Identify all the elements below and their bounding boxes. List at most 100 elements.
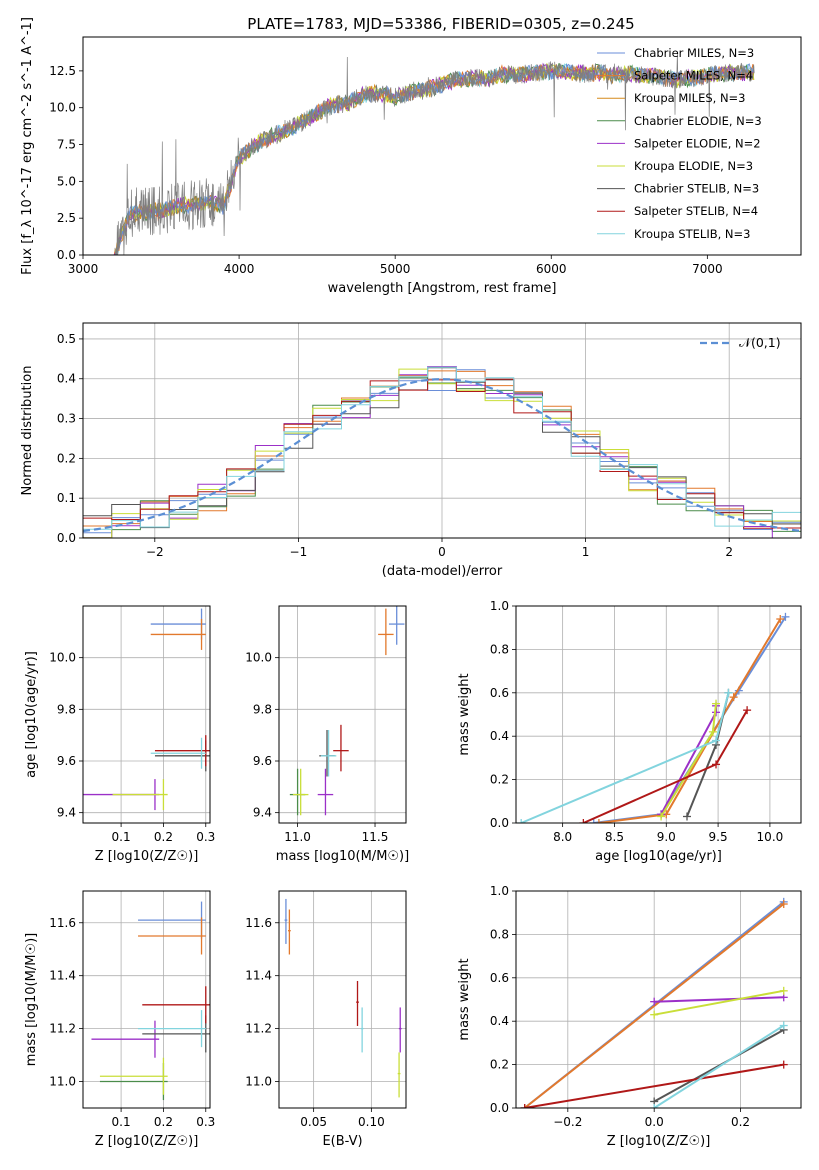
- x-axis-label: E(B-V): [322, 1134, 362, 1149]
- x-tick-label: 11.5: [362, 830, 389, 844]
- x-tick-label: 0.3: [196, 1115, 215, 1129]
- x-tick-label: 2: [725, 545, 733, 559]
- panel-massweight-vs-age: 8.0 8.5 9.0 9.5 10.0 0.0 0.2 0.4 0.6 0.8 1.0 age [l…: [457, 599, 802, 864]
- y-tick-label: 0.3: [57, 412, 76, 426]
- x-tick-label: −0.2: [553, 1115, 582, 1129]
- y-tick-label: 9.8: [57, 702, 76, 716]
- y-tick-label: 9.8: [253, 702, 272, 716]
- y-tick-label: 5.0: [57, 174, 76, 188]
- y-tick-label: 9.4: [57, 806, 76, 820]
- axes-frame: [515, 890, 802, 1109]
- x-tick-label: 4000: [224, 262, 255, 276]
- mass-weight-line: [654, 989, 784, 1016]
- mass-weight-line: [654, 996, 784, 1003]
- x-tick-label: 1: [582, 545, 590, 559]
- y-tick-label: 0.6: [490, 686, 509, 700]
- residual-histogram: [83, 368, 801, 538]
- mass-weight-line: [524, 1063, 784, 1108]
- mass-weight-line: [523, 903, 785, 1108]
- x-tick-label: 0: [438, 545, 446, 559]
- legend-label: Chabrier MILES, N=3: [634, 46, 754, 60]
- spectrum-legend: Chabrier MILES, N=3 Salpeter MILES, N=4 Kr…: [597, 46, 762, 241]
- plots-layer: 3000 4000 5000 6000 70000.02.55.07.510.012.5…: [20, 17, 802, 1149]
- x-tick-label: 9.0: [657, 830, 676, 844]
- y-tick-label: 11.4: [49, 969, 76, 983]
- y-tick-label: 0.8: [490, 642, 509, 656]
- axes-frame: [515, 605, 802, 824]
- x-axis-label: (data-model)/error: [382, 564, 503, 579]
- legend-label: Salpeter STELIB, N=4: [634, 204, 758, 218]
- panel-age-vs-Z: 0.1 0.2 0.3 9.4 9.6 9.8 10.0 Z [log10(Z/Z☉)] age…: [24, 605, 215, 864]
- y-tick-label: 0.0: [490, 1101, 509, 1115]
- y-tick-label: 0.2: [57, 451, 76, 465]
- x-tick-label: 8.5: [605, 830, 624, 844]
- y-tick-label: 0.8: [490, 927, 509, 941]
- legend-label: Salpeter ELODIE, N=2: [634, 136, 761, 150]
- axes-frame: [278, 890, 407, 1109]
- normal-curve: [83, 378, 801, 533]
- y-tick-label: 11.6: [49, 916, 76, 930]
- plot-area: [83, 366, 801, 538]
- x-tick-label: 5000: [380, 262, 411, 276]
- x-tick-label: 7000: [692, 262, 723, 276]
- x-tick-label: 0.2: [154, 1115, 173, 1129]
- legend-label: Salpeter MILES, N=4: [634, 69, 753, 83]
- legend-label: Kroupa STELIB, N=3: [634, 227, 751, 241]
- panel-age-vs-mass: 11.0 11.5 9.4 9.6 9.8 10.0 mass [log10(M/M☉)]: [245, 605, 409, 864]
- residual-histogram: [83, 369, 801, 534]
- y-tick-label: 2.5: [57, 211, 76, 225]
- y-axis-label: mass weight: [457, 958, 472, 1040]
- x-tick-label: 8.0: [553, 830, 572, 844]
- y-tick-label: 0.1: [57, 491, 76, 505]
- y-tick-label: 11.0: [245, 1075, 272, 1089]
- plot-area: [284, 898, 402, 1098]
- legend-label: Chabrier ELODIE, N=3: [634, 114, 762, 128]
- legend-label: Chabrier STELIB, N=3: [634, 182, 759, 196]
- x-tick-label: 10.0: [757, 830, 784, 844]
- y-axis-label: Normed distribution: [20, 366, 35, 496]
- x-tick-label: 0.1: [112, 1115, 131, 1129]
- mass-weight-line: [653, 1024, 785, 1108]
- y-axis-label: Flux [f_λ 10^-17 erg cm^-2 s^-1 A^-1]: [20, 17, 35, 275]
- panel-mass-vs-Z: 0.1 0.2 0.3 11.0 11.2 11.4 11.6 Z [log10(Z/Z☉)]…: [24, 890, 215, 1149]
- legend-label: 𝒩(0,1): [739, 335, 781, 350]
- y-tick-label: 11.4: [245, 969, 272, 983]
- residual-histogram: [83, 370, 801, 527]
- x-tick-label: −1: [290, 545, 308, 559]
- y-tick-label: 0.4: [57, 372, 76, 386]
- x-axis-label: age [log10(age/yr)]: [595, 849, 722, 864]
- x-axis-label: Z [log10(Z/Z☉)]: [95, 1134, 199, 1149]
- axes-frame: [278, 605, 407, 824]
- y-tick-label: 11.6: [245, 916, 272, 930]
- y-tick-label: 9.6: [253, 754, 272, 768]
- plot-area: [83, 608, 210, 811]
- y-axis-label: mass weight: [457, 673, 472, 755]
- y-tick-label: 11.2: [49, 1022, 76, 1036]
- x-tick-label: 0.10: [358, 1115, 385, 1129]
- y-tick-label: 11.0: [49, 1075, 76, 1089]
- y-tick-label: 10.0: [49, 101, 76, 115]
- y-tick-label: 11.2: [245, 1022, 272, 1036]
- y-tick-label: 1.0: [490, 884, 509, 898]
- plot-area: [517, 612, 790, 823]
- panel-residuals: −2 −1 0 1 2 0.0 0.1 0.2 0.3 0.4 0.5 (data-model)/er…: [20, 322, 802, 579]
- x-axis-label: Z [log10(Z/Z☉)]: [95, 849, 199, 864]
- mass-weight-line: [593, 616, 787, 823]
- y-tick-label: 0.0: [490, 816, 509, 830]
- axes-frame: [82, 605, 211, 824]
- y-tick-label: 0.2: [490, 773, 509, 787]
- x-tick-label: 9.5: [709, 830, 728, 844]
- legend-label: Kroupa ELODIE, N=3: [634, 159, 753, 173]
- x-axis-label: Z [log10(Z/Z☉)]: [607, 1134, 711, 1149]
- figure-title: PLATE=1783, MJD=53386, FIBERID=0305, z=0…: [247, 15, 634, 33]
- residual-histogram: [83, 366, 801, 538]
- y-tick-label: 0.2: [490, 1058, 509, 1072]
- y-tick-label: 7.5: [57, 138, 76, 152]
- y-tick-label: 0.0: [57, 531, 76, 545]
- x-tick-label: 0.1: [112, 830, 131, 844]
- axes-frame: [82, 890, 211, 1109]
- axes-frame: [82, 36, 802, 256]
- plot-area: [91, 901, 210, 1101]
- x-tick-label: 0.05: [300, 1115, 327, 1129]
